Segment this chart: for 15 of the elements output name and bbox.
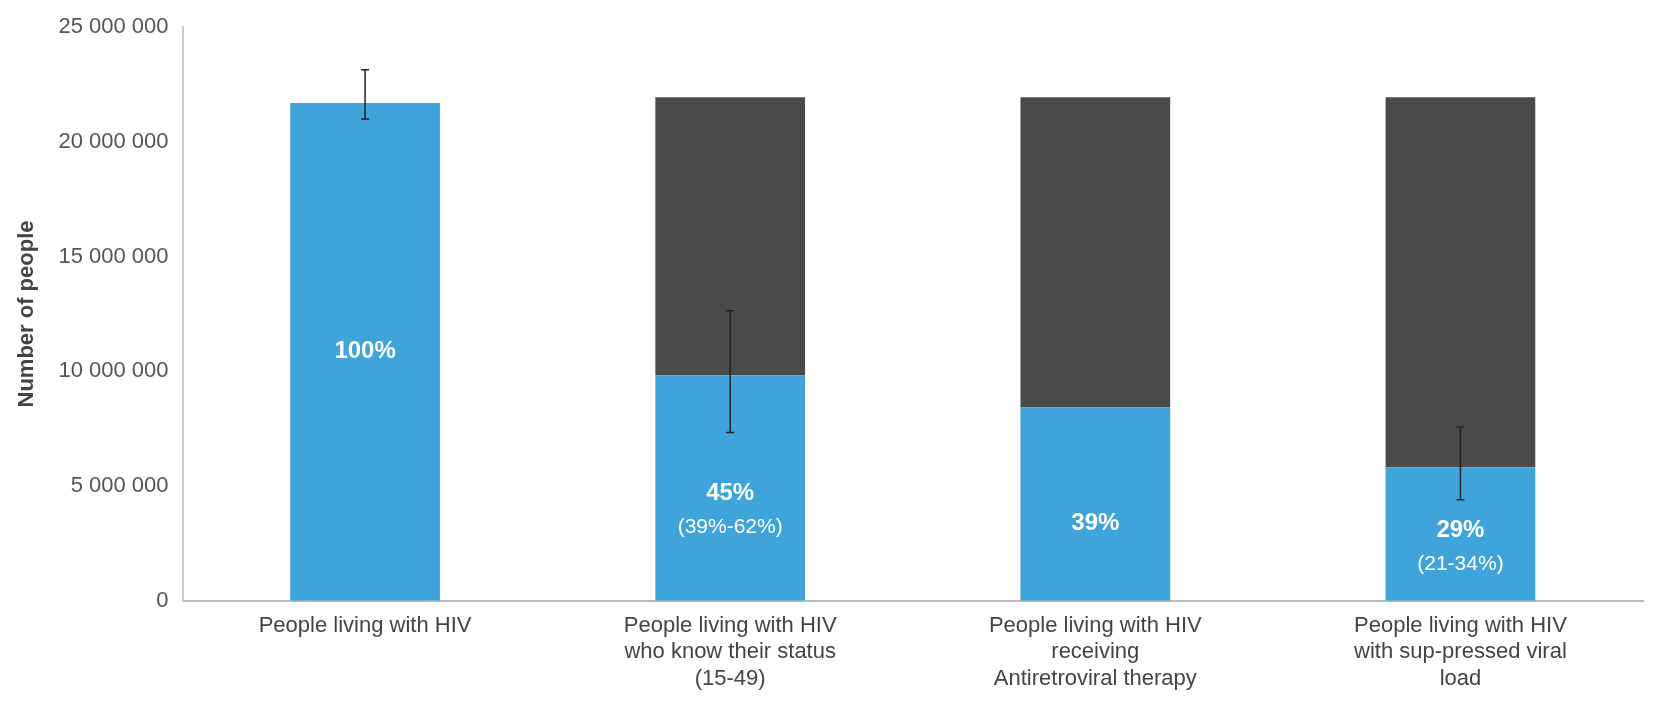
annotation: 39% <box>1071 508 1120 536</box>
x-tick-label: People living with HIV who know their status (15-49) <box>623 612 837 690</box>
x-tick-label: People living with HIV receiving Antiretroviral therapy <box>988 612 1203 690</box>
y-tick-label: 0 <box>156 586 169 612</box>
y-axis-title: Number of people <box>13 220 39 408</box>
y-tick-label: 25 000 000 <box>58 13 169 39</box>
annotation: 100% <box>334 336 396 364</box>
y-tick-label: 10 000 000 <box>58 357 169 383</box>
x-tick-label: People living with HIV <box>258 612 472 638</box>
x-tick-label: People living with HIV with sup-pressed viral load <box>1353 612 1568 690</box>
annotation: 29% (21-34%) <box>1417 515 1504 575</box>
y-tick-label: 5 000 000 <box>70 472 169 498</box>
annotation: 45% (39%-62%) <box>677 478 783 538</box>
y-tick-label: 15 000 000 <box>58 242 169 268</box>
y-tick-label: 20 000 000 <box>58 127 169 153</box>
